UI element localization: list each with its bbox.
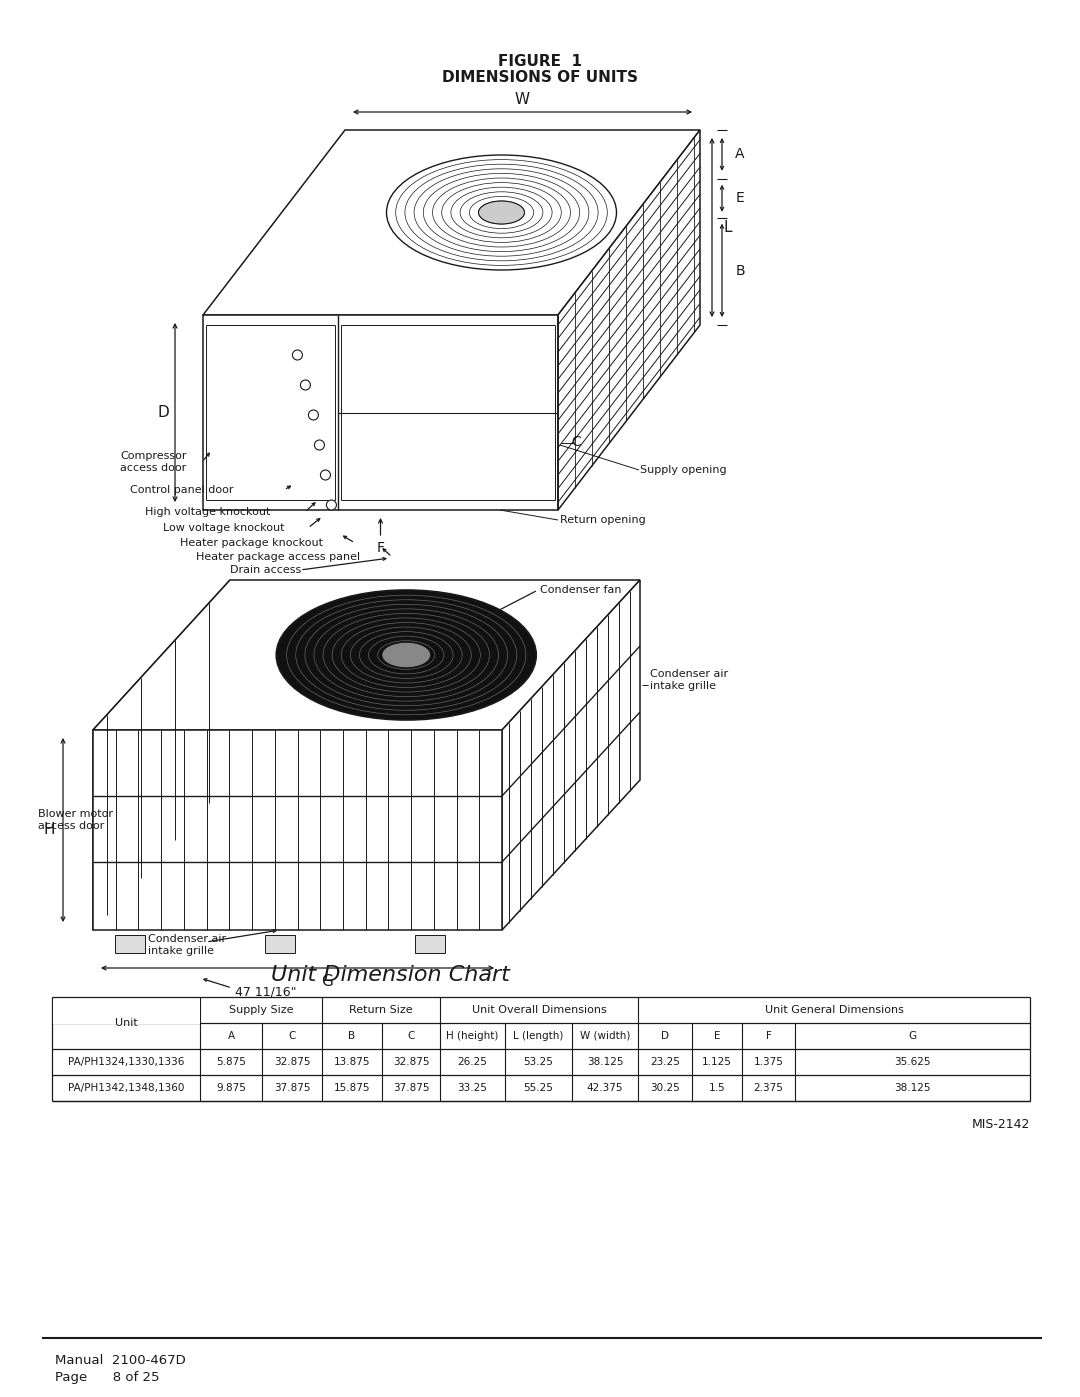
Circle shape [293, 351, 302, 360]
Text: PA/PH1342,1348,1360: PA/PH1342,1348,1360 [68, 1083, 185, 1092]
Ellipse shape [387, 155, 617, 270]
Text: C: C [571, 436, 581, 450]
Text: 9.875: 9.875 [216, 1083, 246, 1092]
Text: High voltage knockout: High voltage knockout [145, 507, 270, 517]
Text: 1.5: 1.5 [708, 1083, 726, 1092]
Text: 1.375: 1.375 [754, 1058, 783, 1067]
Circle shape [314, 440, 324, 450]
Text: 32.875: 32.875 [273, 1058, 310, 1067]
Polygon shape [93, 580, 230, 930]
Text: Page      8 of 25: Page 8 of 25 [55, 1372, 160, 1384]
Text: E: E [714, 1031, 720, 1041]
Polygon shape [93, 580, 640, 731]
Text: Supply opening: Supply opening [640, 465, 727, 475]
Text: FIGURE  1: FIGURE 1 [498, 54, 582, 70]
Text: A: A [735, 147, 745, 162]
Text: 37.875: 37.875 [393, 1083, 429, 1092]
Polygon shape [265, 935, 295, 953]
Text: 35.625: 35.625 [894, 1058, 931, 1067]
Polygon shape [415, 935, 445, 953]
Polygon shape [114, 935, 145, 953]
Polygon shape [502, 580, 640, 930]
Text: 53.25: 53.25 [524, 1058, 553, 1067]
Polygon shape [558, 130, 700, 510]
Text: 26.25: 26.25 [458, 1058, 487, 1067]
Text: 15.875: 15.875 [334, 1083, 370, 1092]
Text: F: F [766, 1031, 771, 1041]
Text: PA/PH1324,1330,1336: PA/PH1324,1330,1336 [68, 1058, 185, 1067]
Text: E: E [735, 191, 744, 205]
Circle shape [321, 469, 330, 481]
Text: 33.25: 33.25 [458, 1083, 487, 1092]
Text: B: B [735, 264, 745, 278]
Text: Blower motor
access door: Blower motor access door [38, 809, 113, 831]
Circle shape [326, 500, 337, 510]
Text: Unit Overall Dimensions: Unit Overall Dimensions [472, 1004, 606, 1016]
Ellipse shape [382, 643, 430, 666]
Text: G: G [908, 1031, 917, 1041]
Text: Heater package access panel: Heater package access panel [195, 552, 360, 562]
Text: C: C [407, 1031, 415, 1041]
Text: L (length): L (length) [513, 1031, 564, 1041]
Text: F: F [377, 541, 384, 555]
Text: Return opening: Return opening [561, 515, 646, 525]
Text: Supply Size: Supply Size [229, 1004, 294, 1016]
Polygon shape [203, 314, 558, 510]
Text: Drain access: Drain access [230, 564, 301, 576]
Text: 30.25: 30.25 [650, 1083, 680, 1092]
Text: 37.875: 37.875 [273, 1083, 310, 1092]
Text: Unit General Dimensions: Unit General Dimensions [765, 1004, 904, 1016]
Text: W: W [515, 92, 530, 108]
Circle shape [300, 380, 310, 390]
Text: 1.125: 1.125 [702, 1058, 732, 1067]
Text: Return Size: Return Size [349, 1004, 413, 1016]
Text: Manual  2100-467D: Manual 2100-467D [55, 1354, 186, 1366]
Text: L: L [724, 219, 732, 235]
Bar [53, 999, 200, 1024]
Text: A: A [228, 1031, 234, 1041]
Text: H (height): H (height) [446, 1031, 499, 1041]
Text: 38.125: 38.125 [586, 1058, 623, 1067]
Text: 38.125: 38.125 [894, 1083, 931, 1092]
Text: 47 11/16": 47 11/16" [235, 985, 297, 999]
Text: Control panel door: Control panel door [130, 485, 233, 495]
Text: D: D [157, 405, 168, 420]
Text: B: B [349, 1031, 355, 1041]
Ellipse shape [276, 590, 537, 719]
Text: 55.25: 55.25 [524, 1083, 553, 1092]
Text: C: C [288, 1031, 296, 1041]
Text: G: G [322, 975, 334, 989]
Text: DIMENSIONS OF UNITS: DIMENSIONS OF UNITS [442, 70, 638, 85]
Polygon shape [93, 731, 502, 930]
Ellipse shape [478, 201, 525, 224]
Circle shape [309, 409, 319, 420]
Text: Low voltage knockout: Low voltage knockout [163, 522, 284, 534]
Text: Unit: Unit [114, 1018, 137, 1028]
Text: Condenser air
intake grille: Condenser air intake grille [148, 935, 226, 956]
Text: 13.875: 13.875 [334, 1058, 370, 1067]
Text: Heater package knockout: Heater package knockout [180, 538, 323, 548]
Text: 23.25: 23.25 [650, 1058, 680, 1067]
Polygon shape [203, 130, 700, 314]
Text: 32.875: 32.875 [393, 1058, 429, 1067]
Text: 2.375: 2.375 [754, 1083, 783, 1092]
Text: Condenser air
intake grille: Condenser air intake grille [650, 669, 728, 690]
Text: H: H [43, 823, 55, 837]
Text: Unit Dimension Chart: Unit Dimension Chart [271, 965, 510, 985]
Text: 42.375: 42.375 [586, 1083, 623, 1092]
Text: 5.875: 5.875 [216, 1058, 246, 1067]
Text: MIS-2142: MIS-2142 [972, 1119, 1030, 1132]
Text: Condenser fan: Condenser fan [540, 585, 621, 595]
Text: Compressor
access door: Compressor access door [120, 451, 187, 472]
Text: D: D [661, 1031, 669, 1041]
Text: W (width): W (width) [580, 1031, 631, 1041]
